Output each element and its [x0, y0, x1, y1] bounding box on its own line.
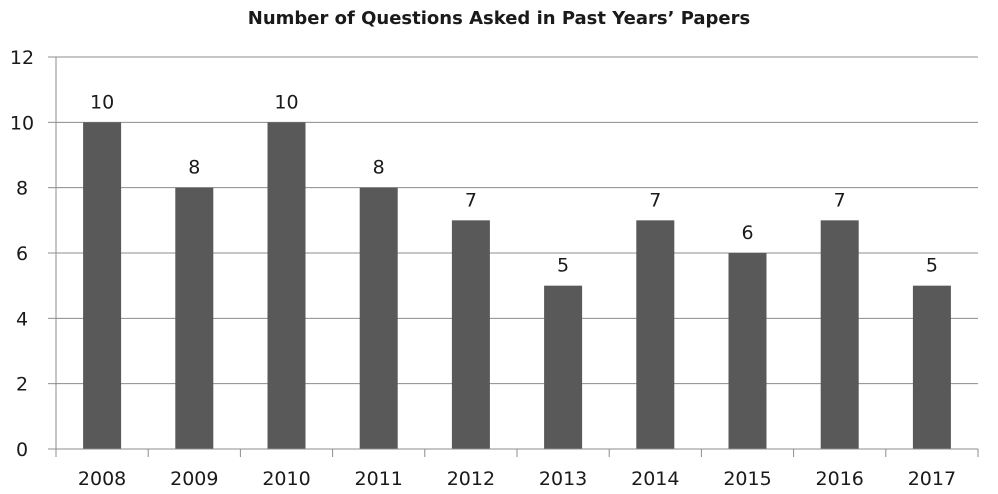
y-tick-label: 10	[10, 112, 34, 134]
bar-2015	[728, 253, 767, 449]
x-tick-label-2015: 2015	[723, 468, 771, 490]
x-tick-label-2016: 2016	[816, 468, 864, 490]
data-label-2016: 7	[834, 189, 846, 211]
data-label-2009: 8	[188, 157, 200, 179]
x-tick-label-2012: 2012	[447, 468, 495, 490]
x-tick-label-2014: 2014	[631, 468, 679, 490]
y-tick-label: 12	[10, 47, 34, 69]
data-label-2010: 10	[274, 91, 298, 113]
x-tick-label-2009: 2009	[170, 468, 218, 490]
bar-2010	[267, 122, 306, 449]
data-label-2015: 6	[741, 222, 753, 244]
data-label-2013: 5	[557, 255, 569, 277]
bar-2012	[451, 220, 490, 449]
x-tick-label-2013: 2013	[539, 468, 587, 490]
y-tick-label: 0	[16, 439, 28, 461]
y-tick-label: 4	[16, 308, 28, 330]
bar-2009	[175, 187, 214, 449]
y-tick-label: 8	[16, 178, 28, 200]
axes	[48, 56, 979, 457]
bar-2008	[83, 122, 122, 449]
bar-2016	[820, 220, 859, 449]
y-tick-label: 6	[16, 243, 28, 265]
chart-title: Number of Questions Asked in Past Years’…	[247, 8, 751, 29]
labels: 0 2 4 6 8 10 12 10 2008 8 2009 10 2010 8 2011 7 2012 5 201…	[10, 47, 956, 490]
bar-2017	[912, 285, 951, 449]
data-label-2012: 7	[465, 189, 477, 211]
x-tick-label-2011: 2011	[355, 468, 403, 490]
data-label-2011: 8	[373, 157, 385, 179]
x-tick-label-2008: 2008	[78, 468, 126, 490]
bar-2013	[544, 285, 583, 449]
data-label-2008: 10	[90, 91, 114, 113]
bar-2011	[359, 187, 398, 449]
x-tick-label-2017: 2017	[908, 468, 956, 490]
bar-2014	[636, 220, 675, 449]
bars	[83, 122, 951, 449]
x-tick-label-2010: 2010	[262, 468, 310, 490]
y-tick-label: 2	[16, 374, 28, 396]
data-label-2017: 5	[926, 255, 938, 277]
data-label-2014: 7	[649, 189, 661, 211]
